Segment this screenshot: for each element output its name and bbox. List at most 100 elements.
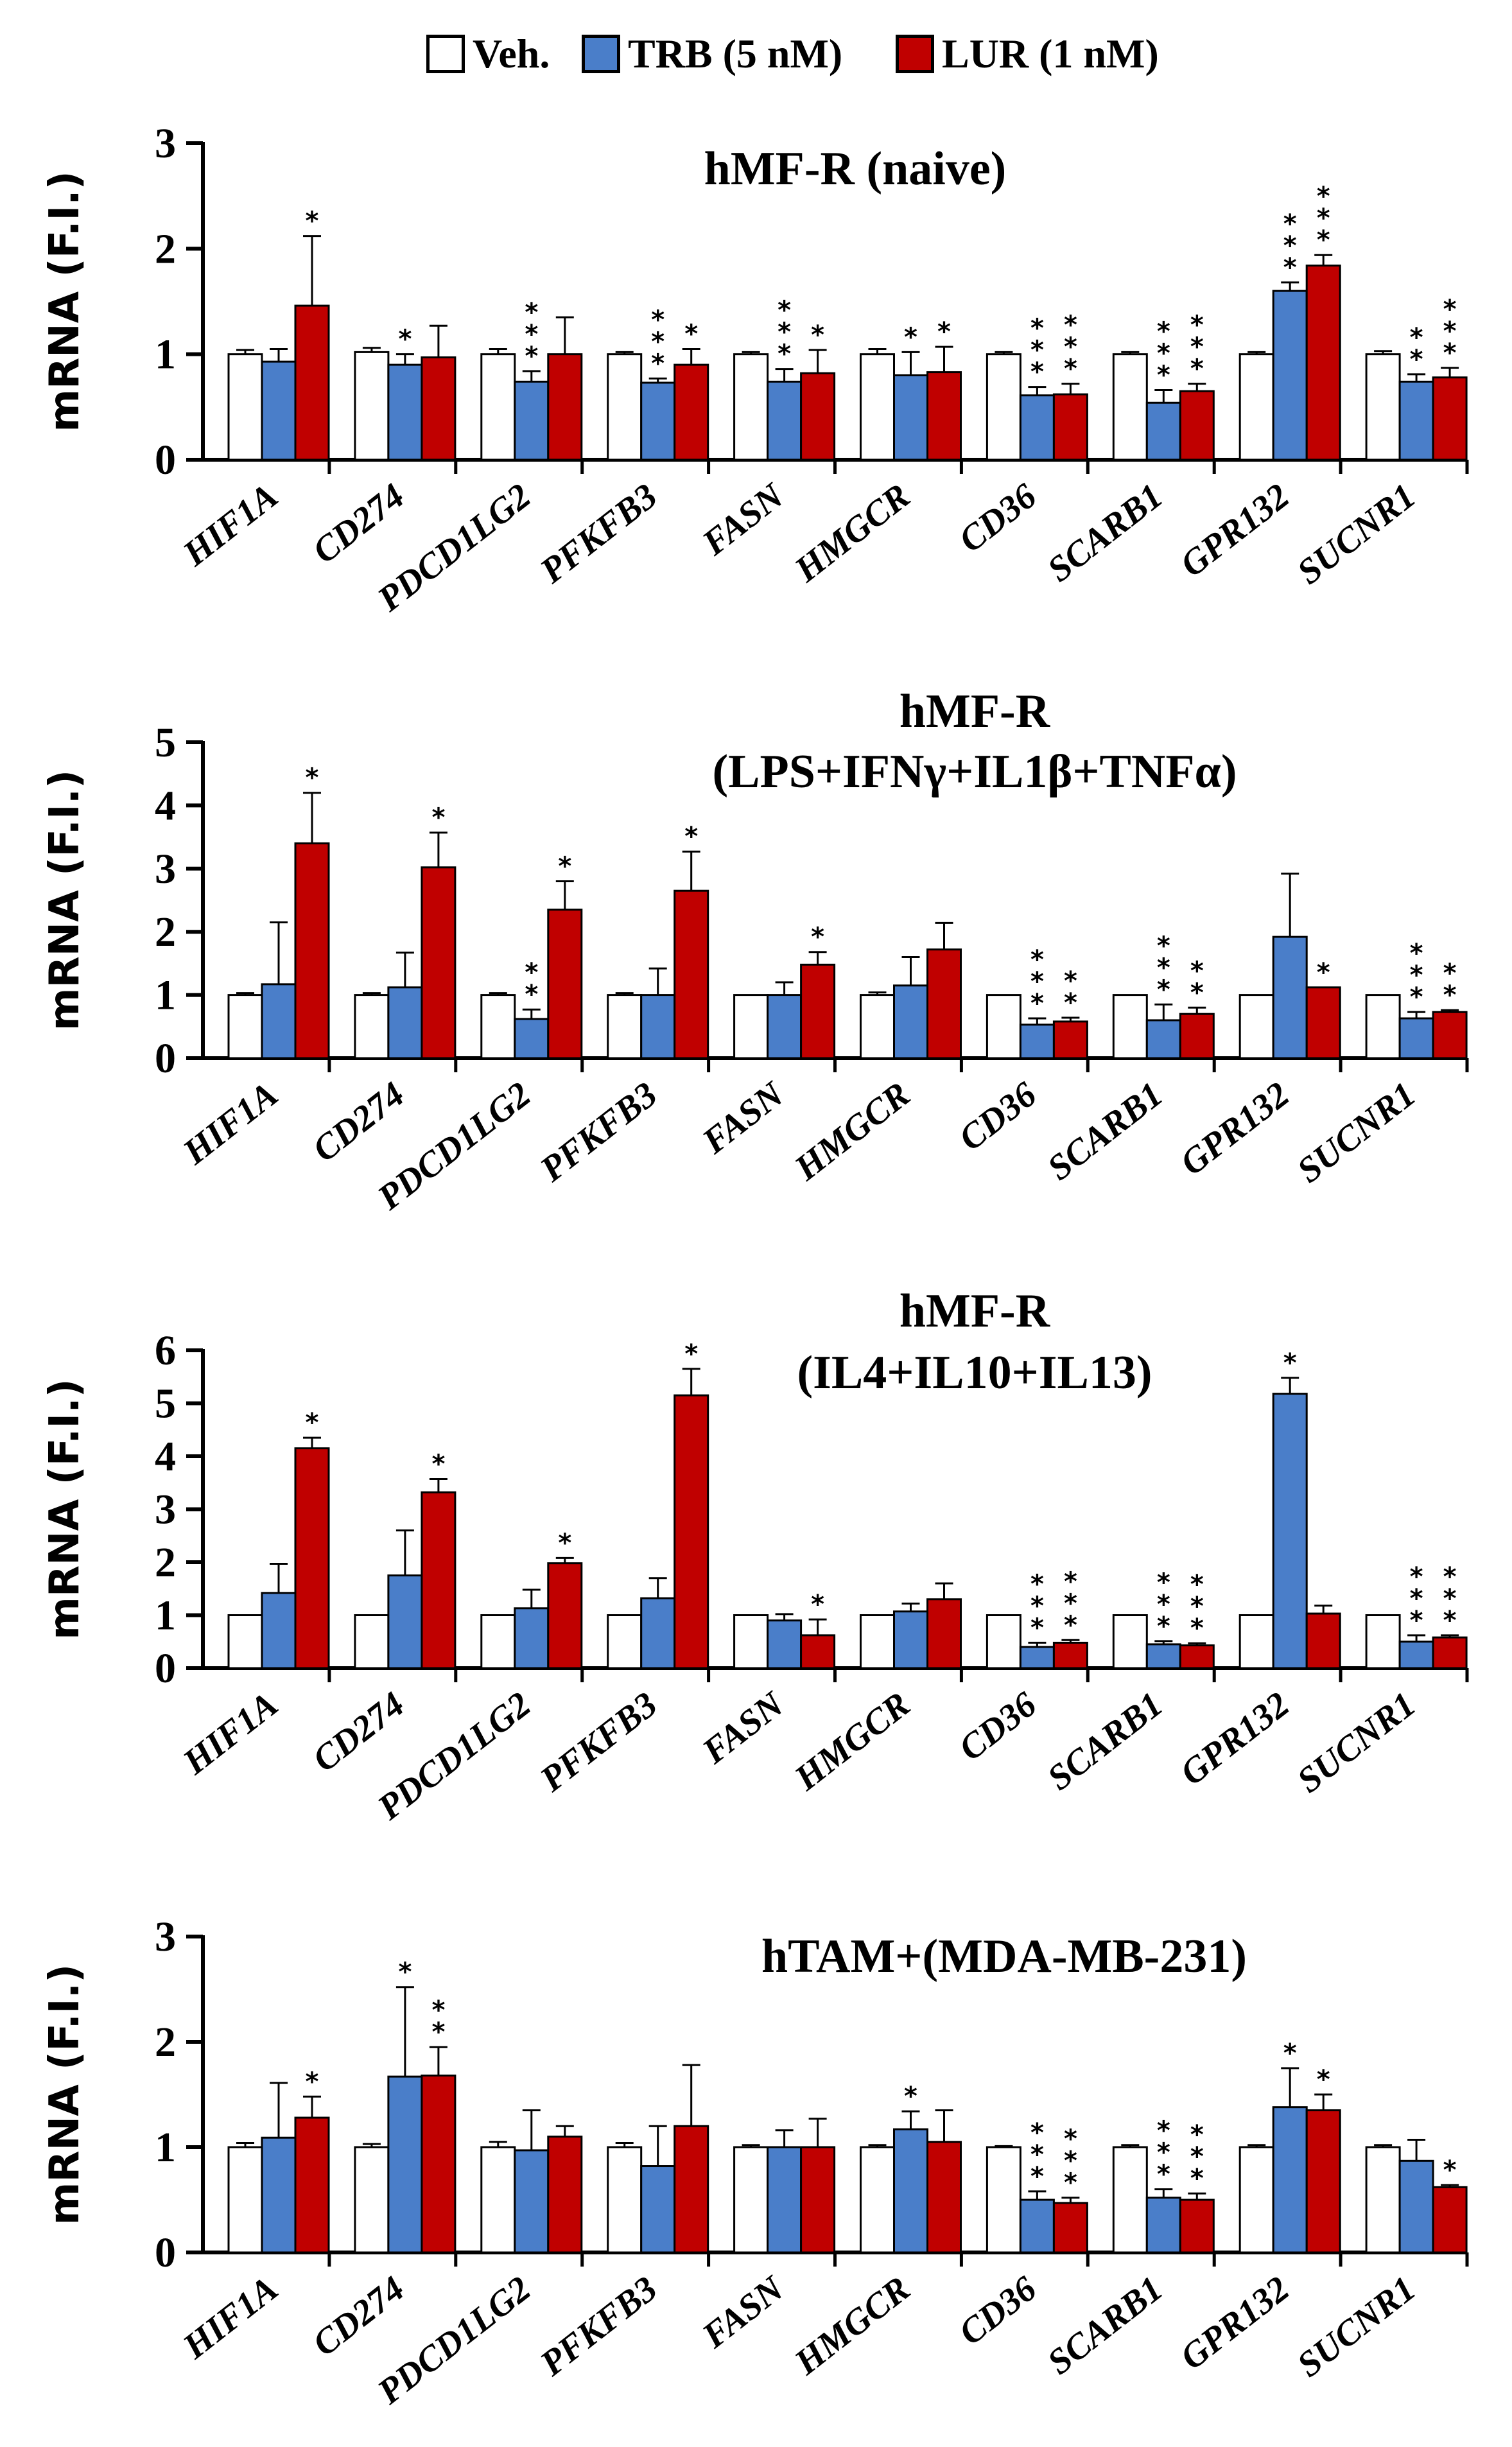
chart-title: hMF-R xyxy=(899,685,1051,738)
significance-star: * xyxy=(904,2082,917,2111)
significance-star: * xyxy=(1190,2142,1204,2172)
x-tick-label-cd274: CD274 xyxy=(306,1684,412,1779)
chart-svg: hMF-R (naive) mRNA (F.I.) 0 1 2 3 * HIF1A * CD274… xyxy=(41,120,1469,620)
x-tick-label-gpr132: GPR132 xyxy=(1173,1684,1297,1793)
significance-star: * xyxy=(1317,2065,1330,2094)
bar-veh-cd36 xyxy=(986,1614,1021,1669)
x-tick-label-pfkfb3: PFKFB3 xyxy=(532,1684,665,1800)
chart-panel-lps: hMF-R (LPS+IFNγ+IL1β+TNFα) mRNA (F.I.) 0 1 2 3… xyxy=(0,681,1512,1246)
bar-lur-cd36 xyxy=(1052,393,1088,461)
legend-swatch-vehicle xyxy=(426,35,465,73)
bar-trb-sucnr1 xyxy=(1398,2159,1434,2254)
bar-trb-hif1a xyxy=(261,1592,297,1669)
x-tick-label-hmgcr: HMGCR xyxy=(787,1074,917,1189)
bar-lur-hif1a xyxy=(294,304,330,461)
bar-trb-cd36 xyxy=(1019,1023,1055,1059)
bar-lur-cd36 xyxy=(1052,2202,1088,2254)
significance-star: * xyxy=(651,349,665,378)
bar-veh-scarb1 xyxy=(1112,1614,1148,1669)
x-tick-label-cd36: CD36 xyxy=(952,2268,1044,2353)
significance-star: * xyxy=(431,2017,445,2047)
bar-trb-hmgcr xyxy=(893,984,928,1059)
significance-star: * xyxy=(431,1449,445,1479)
significance-star: * xyxy=(558,851,571,881)
bar-lur-pdcd1lg2 xyxy=(547,909,583,1059)
bar-veh-gpr132 xyxy=(1238,353,1274,461)
chart-panel-htam: hTAM+(MDA-MB-231) mRNA (F.I.) 0 1 2 3 * HIF1A * *… xyxy=(0,1875,1512,2440)
chart-title: (LPS+IFNγ+IL1β+TNFα) xyxy=(713,745,1237,798)
significance-star: * xyxy=(684,822,698,851)
chart-svg: hMF-R (LPS+IFNγ+IL1β+TNFα) mRNA (F.I.) 0 1 2 3… xyxy=(41,685,1469,1218)
x-tick-label-sucnr1: SUCNR1 xyxy=(1290,476,1423,592)
bar-trb-fasn xyxy=(767,2146,803,2254)
y-tick-label: 3 xyxy=(155,1486,176,1533)
x-tick-label-hif1a: HIF1A xyxy=(175,476,285,574)
bar-veh-cd36 xyxy=(986,2146,1021,2254)
legend-item-vehicle: Veh. xyxy=(426,33,550,74)
bar-trb-cd274 xyxy=(387,2075,423,2254)
bar-trb-pfkfb3 xyxy=(640,994,676,1059)
significance-star: * xyxy=(525,980,538,1009)
significance-star: * xyxy=(431,803,445,833)
bar-lur-fasn xyxy=(800,2146,836,2254)
bar-trb-pdcd1lg2 xyxy=(514,380,550,461)
bar-lur-hif1a xyxy=(294,2116,330,2254)
y-tick-label: 4 xyxy=(155,782,176,829)
significance-star: * xyxy=(525,958,538,988)
x-tick-label-hmgcr: HMGCR xyxy=(787,476,917,590)
significance-star: * xyxy=(904,322,917,352)
bar-veh-hif1a xyxy=(227,994,263,1059)
y-tick-label: 3 xyxy=(155,120,176,167)
bar-trb-cd36 xyxy=(1019,2199,1055,2254)
significance-star: * xyxy=(1190,311,1204,340)
x-tick-label-cd274: CD274 xyxy=(306,2268,412,2364)
significance-star: * xyxy=(1443,338,1457,368)
bar-veh-hmgcr xyxy=(860,2146,895,2254)
legend-item-trb: TRB (5 nM) xyxy=(582,33,842,74)
bar-veh-fasn xyxy=(733,2146,769,2254)
significance-star: * xyxy=(1443,1584,1457,1614)
bar-veh-hmgcr xyxy=(860,1614,895,1669)
bar-lur-hif1a xyxy=(294,1447,330,1669)
significance-star: * xyxy=(1190,1614,1204,1643)
bar-trb-sucnr1 xyxy=(1398,1641,1434,1669)
bar-trb-hif1a xyxy=(261,360,297,461)
bar-lur-fasn xyxy=(800,963,836,1059)
significance-star: * xyxy=(1064,988,1077,1018)
significance-star: * xyxy=(1190,2164,1204,2193)
significance-star: * xyxy=(1317,958,1330,988)
bar-veh-gpr132 xyxy=(1238,994,1274,1059)
bar-lur-sucnr1 xyxy=(1432,1011,1468,1059)
significance-star: * xyxy=(1410,982,1423,1012)
significance-star: * xyxy=(1157,931,1170,961)
x-tick-label-fasn: FASN xyxy=(695,475,792,564)
bar-trb-cd274 xyxy=(387,1574,423,1669)
x-tick-label-hmgcr: HMGCR xyxy=(787,1684,917,1798)
bar-veh-sucnr1 xyxy=(1365,994,1401,1059)
significance-star: * xyxy=(1410,1562,1423,1592)
significance-star: * xyxy=(1317,182,1330,211)
significance-star: * xyxy=(1157,2116,1170,2146)
significance-star: * xyxy=(811,320,824,350)
significance-star: * xyxy=(1030,1569,1044,1599)
bar-veh-hmgcr xyxy=(860,353,895,461)
bar-veh-pfkfb3 xyxy=(607,2146,643,2254)
bar-trb-gpr132 xyxy=(1272,1393,1308,1669)
significance-star: * xyxy=(1030,967,1044,997)
significance-star: * xyxy=(1443,295,1457,324)
significance-star: * xyxy=(811,1590,824,1619)
bar-lur-sucnr1 xyxy=(1432,376,1468,461)
bar-trb-cd274 xyxy=(387,986,423,1059)
bar-lur-cd36 xyxy=(1052,1020,1088,1059)
significance-star: * xyxy=(1064,1589,1077,1618)
x-tick-label-cd274: CD274 xyxy=(306,476,412,571)
x-tick-label-cd36: CD36 xyxy=(952,1684,1044,1768)
x-tick-label-fasn: FASN xyxy=(695,1074,792,1162)
x-tick-label-pfkfb3: PFKFB3 xyxy=(532,2268,665,2384)
bar-lur-cd274 xyxy=(421,356,456,461)
chart-panel-naive: hMF-R (naive) mRNA (F.I.) 0 1 2 3 * HIF1A * CD274… xyxy=(0,96,1512,649)
bar-lur-pfkfb3 xyxy=(673,889,709,1059)
significance-star: * xyxy=(1030,945,1044,975)
bar-veh-scarb1 xyxy=(1112,994,1148,1059)
bar-lur-pdcd1lg2 xyxy=(547,1562,583,1669)
